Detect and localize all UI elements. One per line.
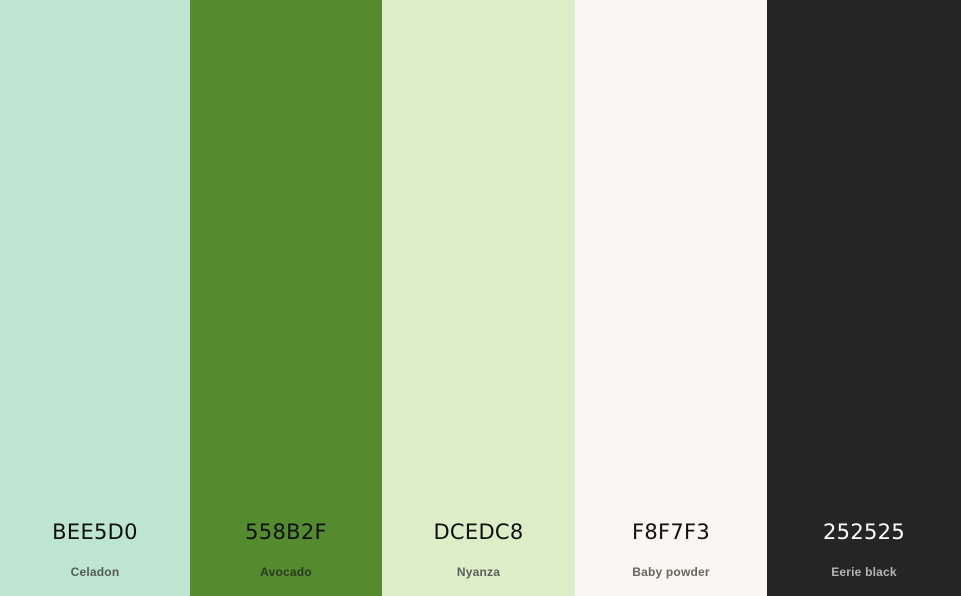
color-name: Eerie black — [831, 565, 897, 579]
color-swatch-eerie-black[interactable]: 252525 Eerie black — [767, 0, 961, 596]
hex-code: BEE5D0 — [52, 520, 138, 544]
color-name: Baby powder — [632, 565, 710, 579]
hex-code: 252525 — [823, 520, 905, 544]
color-swatch-celadon[interactable]: BEE5D0 Celadon — [0, 0, 190, 596]
color-name: Celadon — [70, 565, 120, 579]
hex-code: 558B2F — [245, 520, 327, 544]
hex-code: F8F7F3 — [631, 520, 711, 544]
color-name: Nyanza — [456, 565, 501, 579]
color-swatch-baby-powder[interactable]: F8F7F3 Baby powder — [575, 0, 767, 596]
color-name: Avocado — [260, 565, 312, 579]
hex-code: DCEDC8 — [433, 520, 524, 544]
color-swatch-nyanza[interactable]: DCEDC8 Nyanza — [382, 0, 575, 596]
color-swatch-avocado[interactable]: 558B2F Avocado — [190, 0, 382, 596]
